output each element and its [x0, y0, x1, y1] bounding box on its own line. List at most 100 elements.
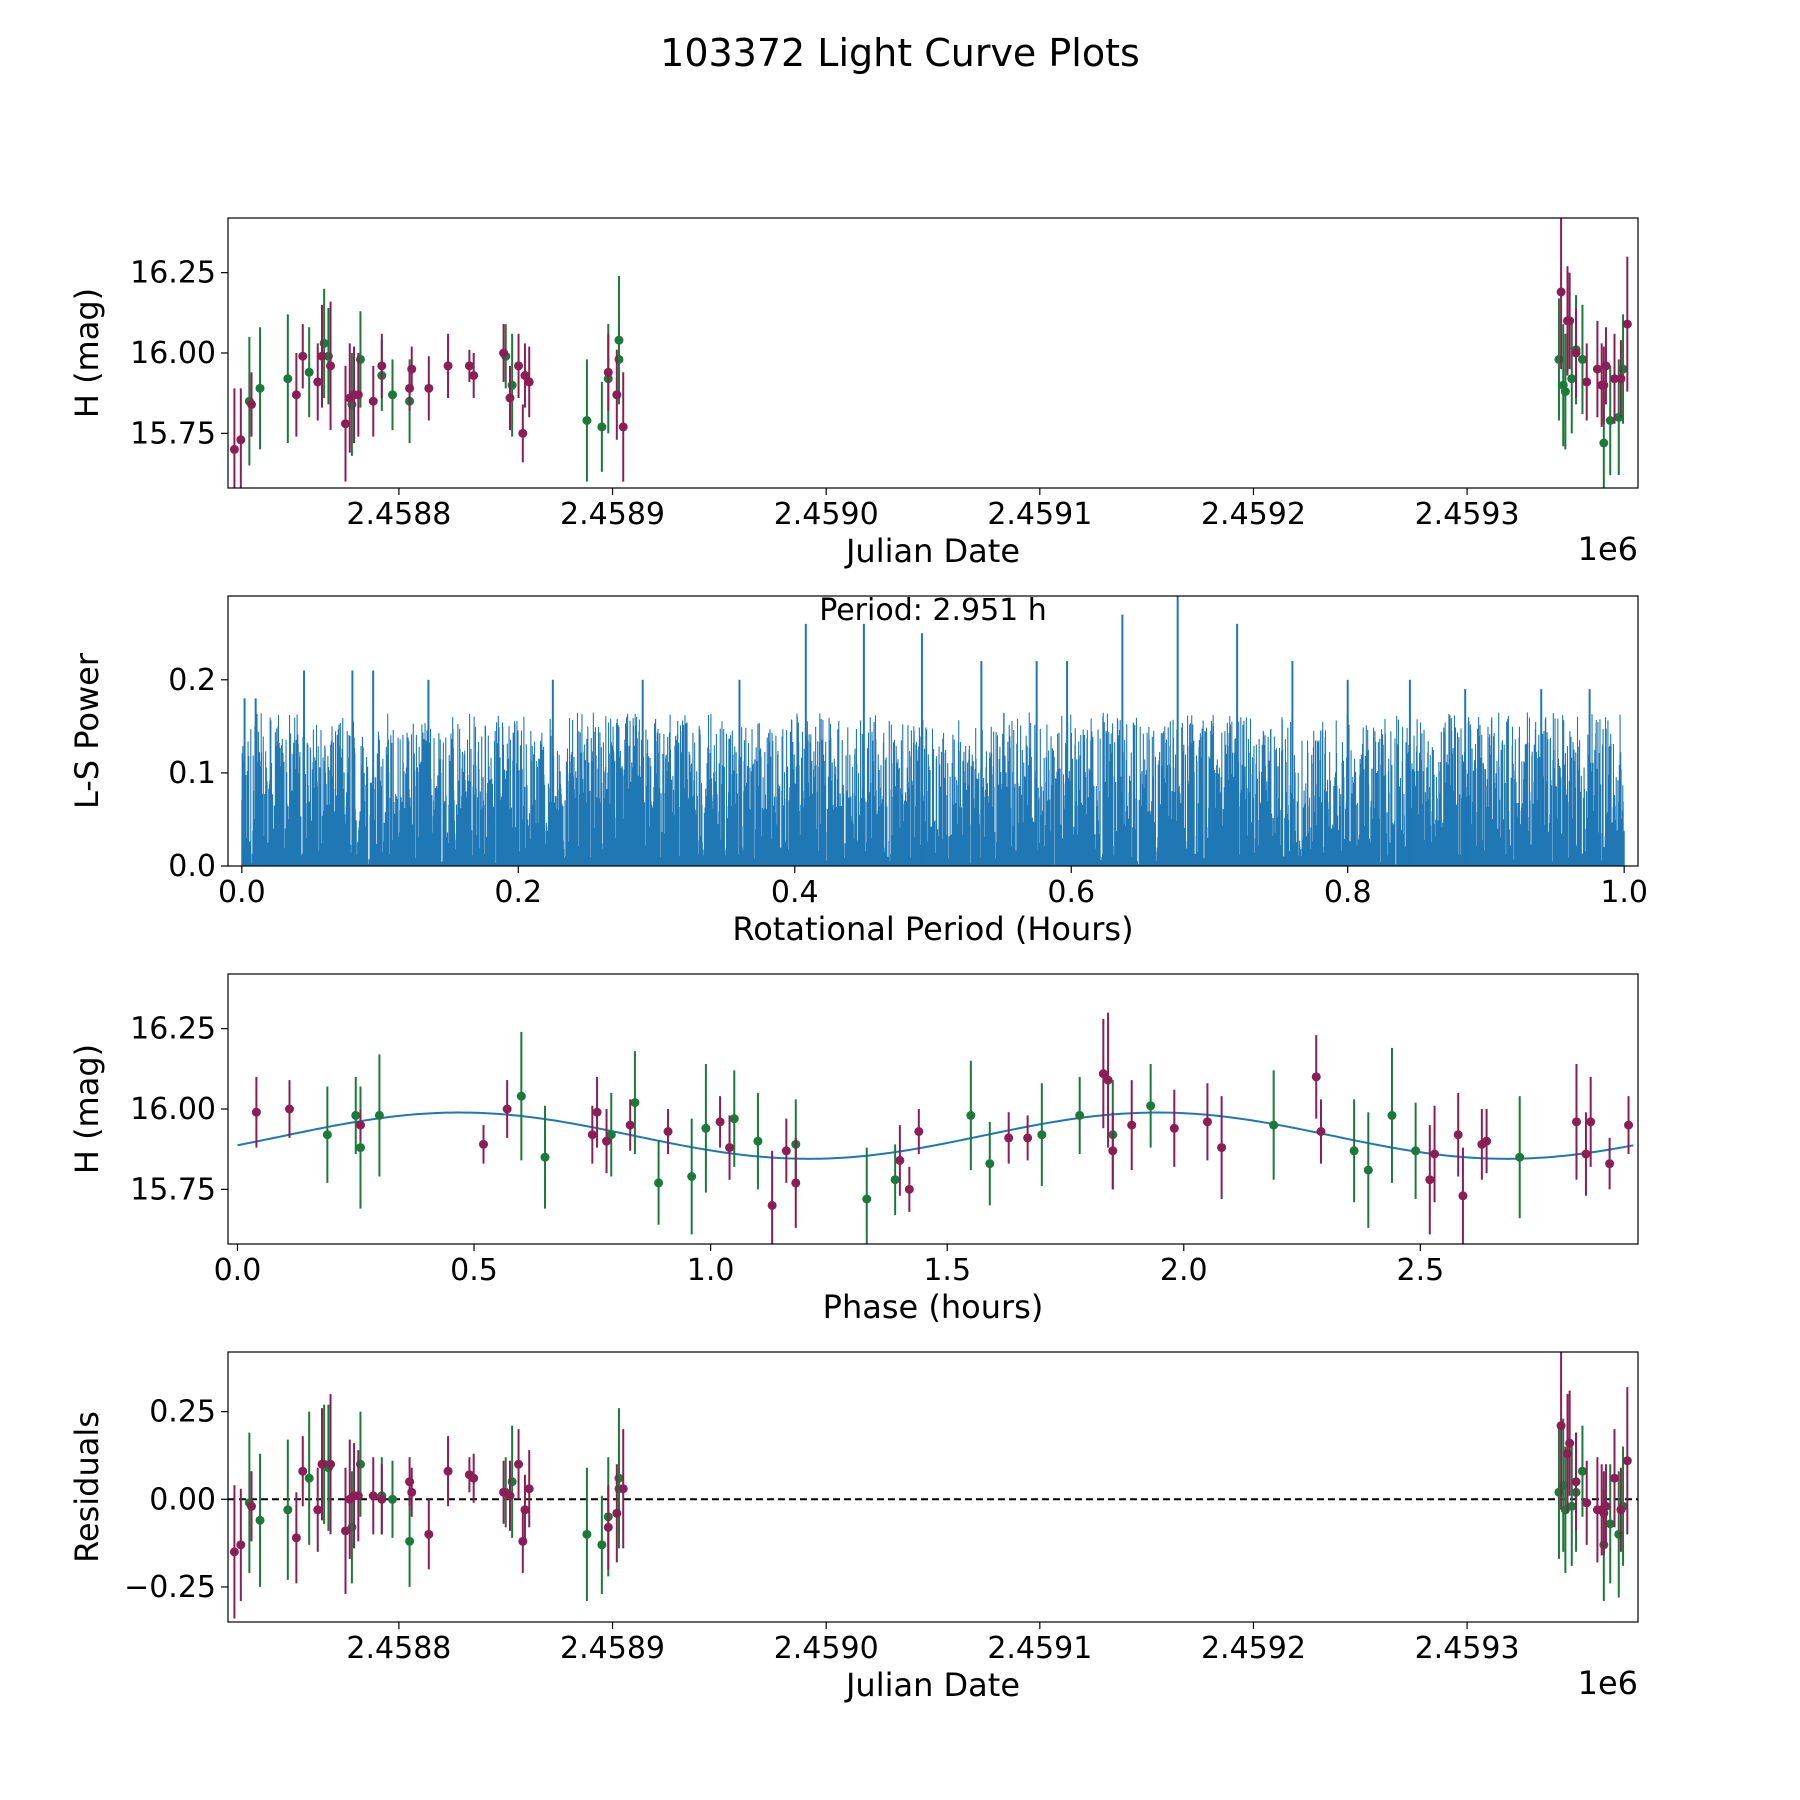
data-point-r: [1004, 1133, 1014, 1143]
data-point-r: [1571, 1477, 1581, 1487]
data-point-r: [1582, 1498, 1592, 1508]
data-point-r: [1571, 1117, 1581, 1127]
data-point-g: [701, 1123, 711, 1133]
data-point-r: [904, 1184, 914, 1194]
data-point-g: [582, 416, 592, 425]
data-point-r: [1425, 1175, 1435, 1185]
x-axis-label: Julian Date: [844, 532, 1020, 570]
y-tick-label: 15.75: [130, 1172, 216, 1207]
data-point-r: [520, 1505, 530, 1515]
residuals-panel: 2.4588 2.4589 2.4590 2.4591 2.4592 2.4593 −0.2…: [68, 1351, 1639, 1704]
data-point-g: [283, 374, 293, 384]
data-point-g: [1567, 374, 1577, 384]
x-tick-label: 2.4589: [560, 497, 665, 532]
data-point-r: [424, 383, 434, 393]
data-point-g: [540, 1152, 550, 1162]
data-point-g: [862, 1194, 872, 1204]
data-point-r: [612, 390, 622, 400]
x-tick-label: 2.4590: [774, 497, 879, 532]
x-tick-label: 0.0: [218, 875, 266, 910]
x-tick-label: 2.0: [1160, 1253, 1208, 1288]
data-point-g: [1614, 1529, 1624, 1539]
x-tick-label: 2.5: [1396, 1253, 1444, 1288]
data-point-g: [355, 1143, 365, 1153]
x-tick-label: 2.4593: [1415, 1631, 1520, 1666]
data-point-r: [291, 390, 301, 400]
x-tick-label: 2.4591: [987, 1631, 1092, 1666]
data-point-g: [630, 1098, 640, 1108]
data-point-r: [1202, 1117, 1212, 1127]
data-point-r: [469, 371, 479, 380]
data-point-r: [625, 1120, 635, 1130]
data-point-g: [654, 1178, 664, 1188]
data-point-g: [1599, 438, 1609, 448]
data-point-r: [1610, 1473, 1619, 1483]
data-point-r: [499, 348, 509, 358]
data-point-g: [1515, 1152, 1525, 1162]
data-point-r: [603, 1522, 613, 1532]
data-point-r: [1622, 319, 1632, 329]
y-tick-label: 16.00: [130, 336, 216, 371]
x-offset-label: 1e6: [1578, 530, 1638, 568]
data-point-r: [291, 1533, 301, 1543]
plot-area: [241, 596, 1625, 866]
y-axis-label: H (mag): [68, 1044, 106, 1174]
x-tick-label: 0.5: [450, 1253, 498, 1288]
plot-area: [228, 1352, 1638, 1619]
data-point-g: [374, 1110, 384, 1120]
x-tick-label: 2.4592: [1201, 497, 1306, 532]
data-point-r: [1571, 348, 1581, 358]
data-point-r: [405, 383, 415, 393]
data-point-g: [304, 1473, 314, 1483]
x-tick-label: 2.4590: [774, 1631, 879, 1666]
y-tick-label: 16.00: [130, 1092, 216, 1127]
data-point-g: [966, 1110, 976, 1120]
x-tick-label: 2.4591: [987, 497, 1092, 532]
data-point-r: [1616, 374, 1626, 384]
data-point-r: [1565, 1438, 1575, 1448]
period-annotation: Period: 2.951 h: [819, 593, 1047, 628]
data-point-g: [1037, 1130, 1047, 1140]
data-point-g: [304, 367, 314, 377]
data-point-r: [502, 1104, 512, 1114]
data-point-r: [1565, 316, 1575, 326]
data-point-r: [520, 371, 530, 380]
data-point-r: [602, 1136, 612, 1146]
data-point-g: [1558, 1480, 1568, 1490]
data-point-r: [368, 1491, 378, 1501]
data-point-r: [229, 1547, 239, 1557]
data-point-r: [524, 1484, 534, 1494]
data-point-g: [322, 1130, 332, 1140]
data-point-r: [341, 1526, 350, 1536]
y-tick-label: 15.75: [130, 416, 216, 451]
data-point-r: [1127, 1120, 1137, 1130]
data-point-g: [985, 1159, 995, 1169]
data-point-g: [255, 383, 265, 393]
data-point-r: [247, 1501, 256, 1511]
data-point-r: [518, 428, 528, 438]
data-point-r: [612, 1508, 622, 1518]
data-point-r: [469, 1473, 479, 1483]
data-point-r: [1601, 361, 1611, 371]
data-point-r: [1430, 1149, 1440, 1159]
data-point-g: [1554, 354, 1564, 364]
data-point-g: [388, 390, 397, 400]
data-point-r: [505, 1491, 515, 1501]
lightcurve-panel: 2.4588 2.4589 2.4590 2.4591 2.4592 2.4593 15.7…: [68, 217, 1639, 570]
data-point-r: [1605, 1159, 1615, 1169]
data-point-g: [1363, 1165, 1373, 1175]
data-point-r: [767, 1200, 777, 1210]
data-point-r: [514, 1459, 524, 1469]
data-point-g: [255, 1515, 265, 1525]
x-tick-label: 0.0: [214, 1253, 262, 1288]
data-point-g: [687, 1172, 697, 1181]
x-tick-label: 2.4589: [560, 1631, 665, 1666]
data-point-r: [514, 361, 524, 371]
data-point-r: [313, 1505, 323, 1515]
y-tick-label: 16.25: [130, 256, 216, 291]
y-tick-label: 0.25: [149, 1395, 216, 1430]
y-tick-label: −0.25: [124, 1570, 216, 1605]
y-tick-label: 0.00: [149, 1482, 216, 1517]
data-point-r: [587, 1130, 597, 1140]
